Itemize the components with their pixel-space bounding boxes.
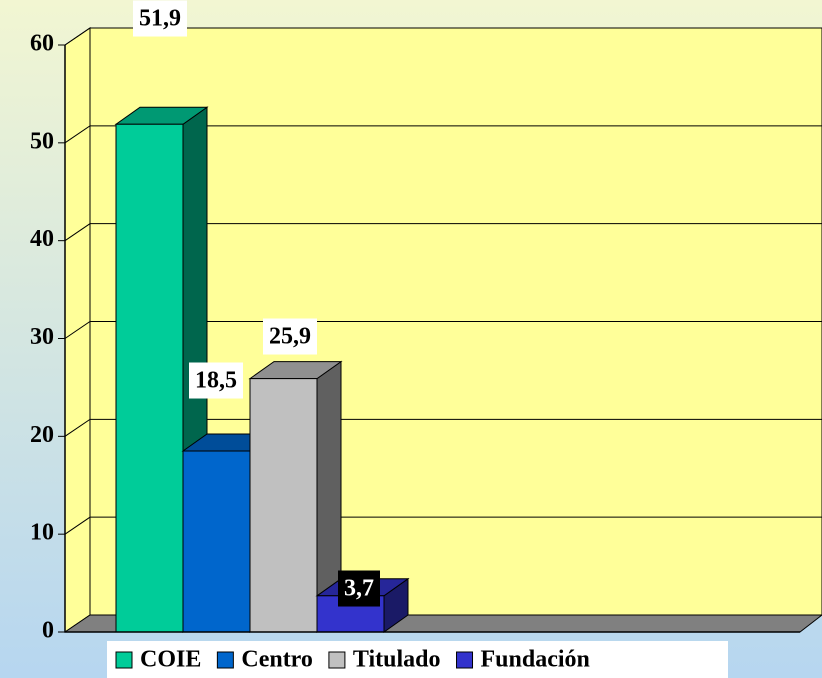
legend-swatch: [115, 651, 133, 669]
legend-swatch: [216, 651, 234, 669]
value-label: 51,9: [139, 6, 181, 32]
grid-line: [64, 321, 822, 339]
y-tick-label: 20: [30, 422, 54, 448]
bar: [249, 378, 318, 633]
grid-line: [64, 516, 822, 535]
legend: [107, 641, 728, 678]
bar: [182, 450, 251, 633]
legend-label: Centro: [241, 647, 313, 673]
value-label: 25,9: [269, 324, 311, 350]
y-tick-label: 10: [30, 520, 54, 546]
legend-swatch: [456, 651, 474, 669]
grid-line: [64, 125, 822, 144]
value-label: 18,5: [195, 368, 237, 394]
grid-line: [64, 27, 822, 46]
legend-label: Titulado: [353, 647, 441, 673]
grid-line: [64, 223, 822, 242]
legend-label: Fundación: [481, 647, 590, 673]
value-label: 3,7: [344, 576, 374, 602]
bar: [115, 123, 184, 633]
y-tick-label: 60: [30, 31, 54, 57]
legend-label: COIE: [140, 647, 201, 673]
y-tick-label: 50: [30, 128, 54, 154]
y-tick-label: 0: [42, 618, 54, 644]
y-tick-label: 40: [30, 226, 54, 252]
grid: [64, 27, 822, 535]
grid-line: [64, 418, 822, 437]
legend-swatch: [328, 651, 346, 669]
value-label-box: [133, 0, 187, 37]
value-label-box: [189, 362, 243, 399]
y-tick-label: 30: [30, 324, 54, 350]
value-label-box: [263, 318, 317, 355]
value-label-box: [338, 570, 380, 607]
